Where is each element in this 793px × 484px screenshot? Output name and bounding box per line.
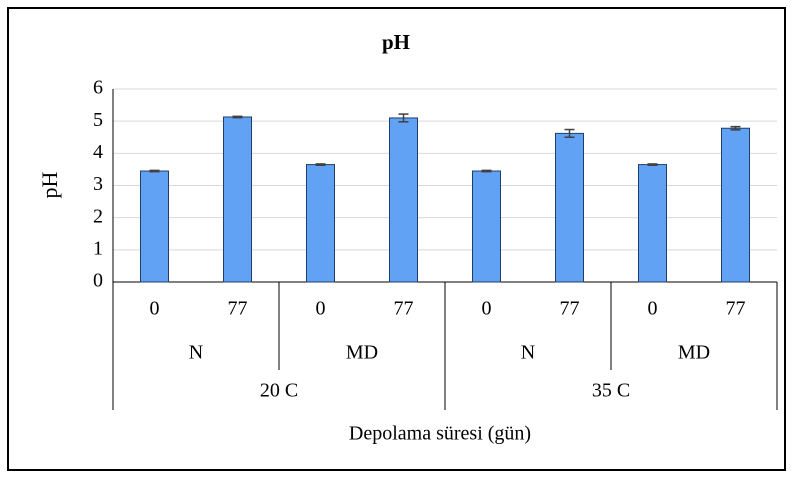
error-bar [232, 115, 243, 119]
error-bar [315, 163, 326, 166]
x-tick-label: 77 [394, 298, 414, 320]
y-tick-label: 0 [93, 270, 103, 292]
x-tick-label: 77 [560, 298, 580, 320]
bar [472, 170, 501, 283]
x-axis-title: Depolama süresi (gün) [349, 423, 531, 445]
y-tick-label: 5 [93, 109, 103, 131]
group-label: MD [678, 342, 710, 364]
bar [140, 170, 169, 283]
error-bar [481, 169, 492, 173]
x-tick-label: 77 [228, 298, 248, 320]
x-tick-label: 0 [316, 298, 326, 320]
y-tick-label: 6 [93, 77, 103, 99]
bar [389, 117, 418, 283]
error-bar [730, 125, 741, 131]
bar [306, 164, 335, 283]
chart-title: pH [382, 30, 410, 54]
y-tick-label: 3 [93, 173, 103, 195]
error-bar [398, 113, 409, 123]
group-label: MD [346, 342, 378, 364]
x-tick-label: 0 [648, 298, 658, 320]
x-tick-label: 0 [150, 298, 160, 320]
supergroup-label: 35 C [592, 380, 630, 402]
x-tick-label: 77 [726, 298, 746, 320]
y-tick-label: 2 [93, 205, 103, 227]
y-axis-title: pH [37, 171, 62, 198]
error-bar [564, 128, 575, 138]
error-bar [149, 169, 160, 173]
supergroup-label: 20 C [260, 380, 298, 402]
x-tick-label: 0 [482, 298, 492, 320]
error-bar [647, 163, 658, 166]
group-label: N [189, 342, 203, 364]
group-label: N [521, 342, 535, 364]
y-tick-label: 1 [93, 237, 103, 259]
bar [638, 164, 667, 283]
y-tick-label: 4 [93, 141, 103, 163]
bar [555, 132, 584, 283]
bar [223, 116, 252, 283]
bar [721, 127, 750, 283]
